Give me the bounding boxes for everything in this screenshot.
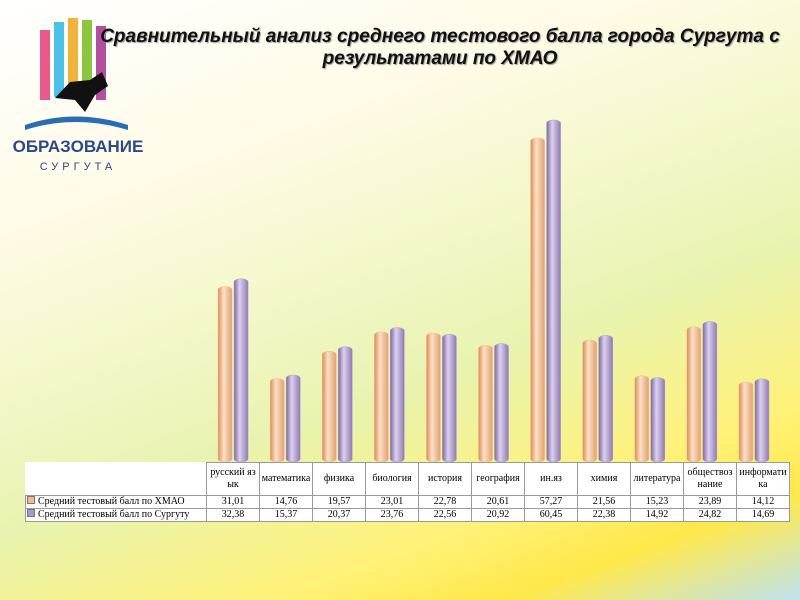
bar xyxy=(634,375,650,463)
logo-fox xyxy=(55,72,108,112)
bar xyxy=(598,335,613,463)
table-row: Средний тестовый балл по ХМАО 31,01 14,76 1… xyxy=(25,495,790,509)
value-cell: 31,01 xyxy=(206,495,260,509)
logo-bar xyxy=(96,26,106,100)
legend-label: Средний тестовый балл по Сургуту xyxy=(38,509,190,520)
bar xyxy=(546,119,561,463)
category-label: обществознание xyxy=(683,462,737,496)
bar xyxy=(217,286,233,463)
value-cell: 22,38 xyxy=(577,508,631,522)
category-label: литература xyxy=(630,462,684,496)
value-cell: 23,76 xyxy=(365,508,419,522)
bar xyxy=(702,321,718,463)
value-cell: 14,69 xyxy=(736,508,790,522)
bar xyxy=(269,378,285,463)
chart-title: Сравнительный анализ среднего тестового … xyxy=(100,26,780,69)
value-cell: 22,56 xyxy=(418,508,472,522)
data-table: русский язык математика физика биология исто… xyxy=(25,462,790,522)
category-label: информатика xyxy=(736,462,790,496)
logo-bar xyxy=(54,22,64,97)
logo-subtitle: СУРГУТА xyxy=(40,161,117,173)
logo-book xyxy=(25,116,128,130)
logo-bar xyxy=(82,20,92,90)
category-label: русский язык xyxy=(206,462,260,496)
bar xyxy=(650,377,666,463)
value-cell: 57,27 xyxy=(524,495,578,509)
bar xyxy=(754,378,770,463)
legend-swatch xyxy=(27,509,35,517)
table-row: Средний тестовый балл по Сургуту 32,38 15,… xyxy=(25,508,790,522)
bar xyxy=(582,339,597,463)
category-label: история xyxy=(418,462,472,496)
bar xyxy=(426,332,441,463)
value-cell: 19,57 xyxy=(312,495,366,509)
value-cell: 20,61 xyxy=(471,495,525,509)
category-label: математика xyxy=(259,462,313,496)
category-label: ин.яз xyxy=(524,462,578,496)
logo-title: ОБРАЗОВАНИЕ xyxy=(13,137,144,156)
bar xyxy=(494,343,509,463)
bar xyxy=(321,351,337,463)
bars xyxy=(217,119,770,463)
logo-bar xyxy=(40,30,50,100)
value-cell: 24,82 xyxy=(683,508,737,522)
bar xyxy=(337,346,353,463)
table-corner xyxy=(26,463,207,496)
bar xyxy=(374,331,389,463)
value-cell: 60,45 xyxy=(524,508,578,522)
legend-label: Средний тестовый балл по ХМАО xyxy=(38,496,185,507)
category-label: география xyxy=(471,462,525,496)
bar xyxy=(390,327,405,463)
logo-bar xyxy=(68,18,78,90)
table-header: русский язык математика физика биология исто… xyxy=(26,462,790,496)
bar xyxy=(686,326,702,463)
value-cell: 15,37 xyxy=(259,508,313,522)
value-cell: 20,37 xyxy=(312,508,366,522)
bar xyxy=(233,278,249,463)
logo: ОБРАЗОВАНИЕ СУРГУТА xyxy=(13,18,144,173)
bar xyxy=(442,334,457,463)
value-cell: 23,89 xyxy=(683,495,737,509)
value-cell: 23,01 xyxy=(365,495,419,509)
bar xyxy=(285,374,301,463)
legend-entry: Средний тестовый балл по Сургуту xyxy=(25,508,207,522)
value-cell: 22,78 xyxy=(418,495,472,509)
value-cell: 14,92 xyxy=(630,508,684,522)
bar xyxy=(530,137,545,463)
value-cell: 14,76 xyxy=(259,495,313,509)
category-label: химия xyxy=(577,462,631,496)
category-label: биология xyxy=(365,462,419,496)
value-cell: 20,92 xyxy=(471,508,525,522)
value-cell: 21,56 xyxy=(577,495,631,509)
category-label: физика xyxy=(312,462,366,496)
value-cell: 15,23 xyxy=(630,495,684,509)
value-cell: 14,12 xyxy=(736,495,790,509)
bar xyxy=(738,381,754,463)
value-cell: 32,38 xyxy=(206,508,260,522)
bar xyxy=(478,345,493,463)
legend-entry: Средний тестовый балл по ХМАО xyxy=(25,495,207,509)
legend-swatch xyxy=(27,496,35,504)
